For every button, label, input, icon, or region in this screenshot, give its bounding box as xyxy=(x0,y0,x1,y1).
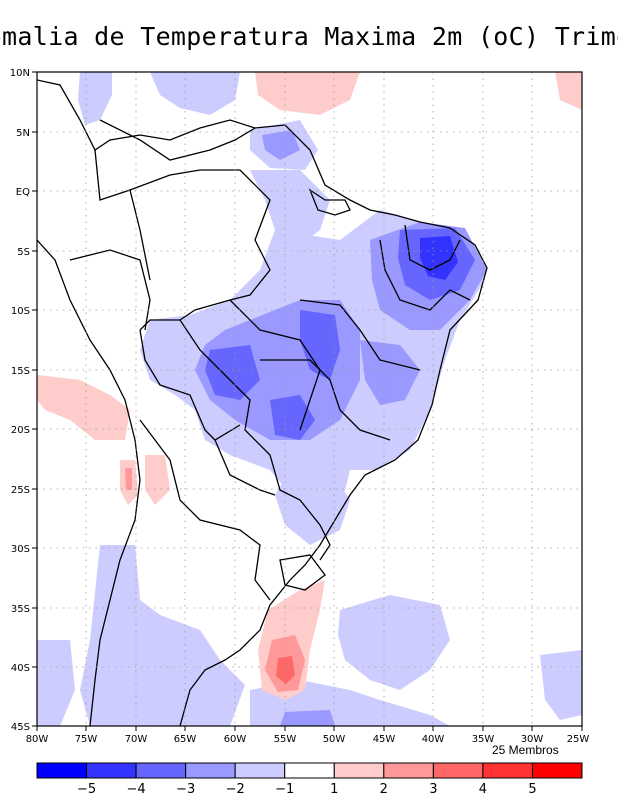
longitude-labels: 80W 75W 70W 65W 60W 55W 50W 45W 40W 35W … xyxy=(26,734,590,745)
legend-swatch xyxy=(333,762,385,779)
chile-cool-2 xyxy=(37,640,75,726)
lat-label: 25S xyxy=(11,485,30,496)
boundaries xyxy=(37,79,488,726)
pacific-warm xyxy=(37,375,130,440)
goias-cool xyxy=(300,310,340,380)
paraguay-border xyxy=(214,439,276,496)
far-atlantic-cool xyxy=(540,650,582,720)
mato-grosso-cool xyxy=(205,345,260,400)
members-note: 25 Membros xyxy=(492,743,559,757)
legend-swatch xyxy=(135,762,187,779)
west-coast xyxy=(37,239,141,726)
lon-label: 30W xyxy=(521,734,544,745)
legend-label: 5 xyxy=(528,782,536,797)
legend-label: −1 xyxy=(275,782,294,797)
atlantic-cool xyxy=(338,595,450,690)
map-frame xyxy=(36,71,583,727)
legend-swatch xyxy=(234,762,286,779)
state-lines-4 xyxy=(379,239,471,311)
amapa-coast xyxy=(308,188,351,216)
legend-label: −4 xyxy=(127,782,146,797)
lat-label: EQ xyxy=(16,187,30,198)
legend-swatch xyxy=(432,762,484,779)
anomaly-shading xyxy=(37,72,582,726)
lon-label: 70W xyxy=(125,734,148,745)
legend-swatch xyxy=(36,762,88,779)
map-title-text: Anomalia de Temperatura Maxima 2m (oC) T… xyxy=(0,22,618,51)
lon-label: 25W xyxy=(567,734,590,745)
lat-label: 35S xyxy=(11,604,30,615)
legend-label: 2 xyxy=(380,782,388,797)
northeast-strong xyxy=(420,236,458,280)
sao-francisco-cool xyxy=(360,340,420,405)
lon-label: 35W xyxy=(472,734,495,745)
map-title: Anomalia de Temperatura Maxima 2m (oC) T… xyxy=(0,22,618,62)
state-lines-1 xyxy=(299,299,421,371)
lon-label: 80W xyxy=(26,734,49,745)
guyana-cool xyxy=(262,130,300,160)
legend-label: 3 xyxy=(429,782,437,797)
south-america-coast xyxy=(37,79,488,726)
lon-label: 50W xyxy=(323,734,346,745)
color-legend: −5 −4 −3 −2 −1 1 2 3 4 5 xyxy=(36,762,583,797)
lat-label: 5N xyxy=(16,128,30,139)
lat-label: 10S xyxy=(11,306,30,317)
state-lines-5 xyxy=(404,224,461,271)
legend-swatch xyxy=(185,762,236,779)
lon-label: 75W xyxy=(75,734,98,745)
east-warm xyxy=(555,72,582,110)
legend-swatch xyxy=(86,762,137,779)
peru-line xyxy=(69,249,151,331)
legend-label: 4 xyxy=(479,782,487,797)
lat-label: 15S xyxy=(11,366,30,377)
state-lines-2 xyxy=(260,359,391,441)
colombia-line xyxy=(94,149,151,281)
legend-label: −2 xyxy=(226,782,245,797)
lon-label: 65W xyxy=(174,734,197,745)
latitude-labels: 10N 5N EQ 5S 10S 15S 20S 25S 30S 35S 40S… xyxy=(10,68,30,733)
state-lines-3 xyxy=(229,299,321,431)
lon-label: 45W xyxy=(373,734,396,745)
uruguay xyxy=(279,554,326,591)
legend-swatch xyxy=(482,762,533,779)
lat-label: 40S xyxy=(11,663,30,674)
lon-label: 55W xyxy=(274,734,297,745)
patagonia-cool-strong xyxy=(280,710,335,726)
lat-label: 30S xyxy=(11,544,30,555)
venezuela-line xyxy=(99,119,256,161)
argentina-warm-strong xyxy=(276,656,295,684)
amazon-cool xyxy=(250,170,330,245)
lon-label: 60W xyxy=(224,734,247,745)
andes-warm-2 xyxy=(125,468,132,490)
andes-warm-3 xyxy=(145,455,170,505)
lat-label: 5S xyxy=(17,247,30,258)
lat-label: 10N xyxy=(10,68,30,79)
tick-marks xyxy=(32,71,583,731)
caribbean-warm xyxy=(255,72,360,115)
chile-cool xyxy=(80,545,245,726)
legend-label: 1 xyxy=(330,782,338,797)
north-cool-patch-2 xyxy=(150,72,240,115)
legend-label: −5 xyxy=(77,782,96,797)
lat-label: 45S xyxy=(11,722,30,733)
argentina-border xyxy=(139,419,271,601)
lon-label: 40W xyxy=(422,734,445,745)
legend-swatch xyxy=(284,762,335,779)
north-cool-patch xyxy=(78,72,112,125)
legend-swatch xyxy=(383,762,434,779)
lat-label: 20S xyxy=(11,425,30,436)
legend-label: −3 xyxy=(176,782,195,797)
legend-swatch xyxy=(531,762,583,779)
